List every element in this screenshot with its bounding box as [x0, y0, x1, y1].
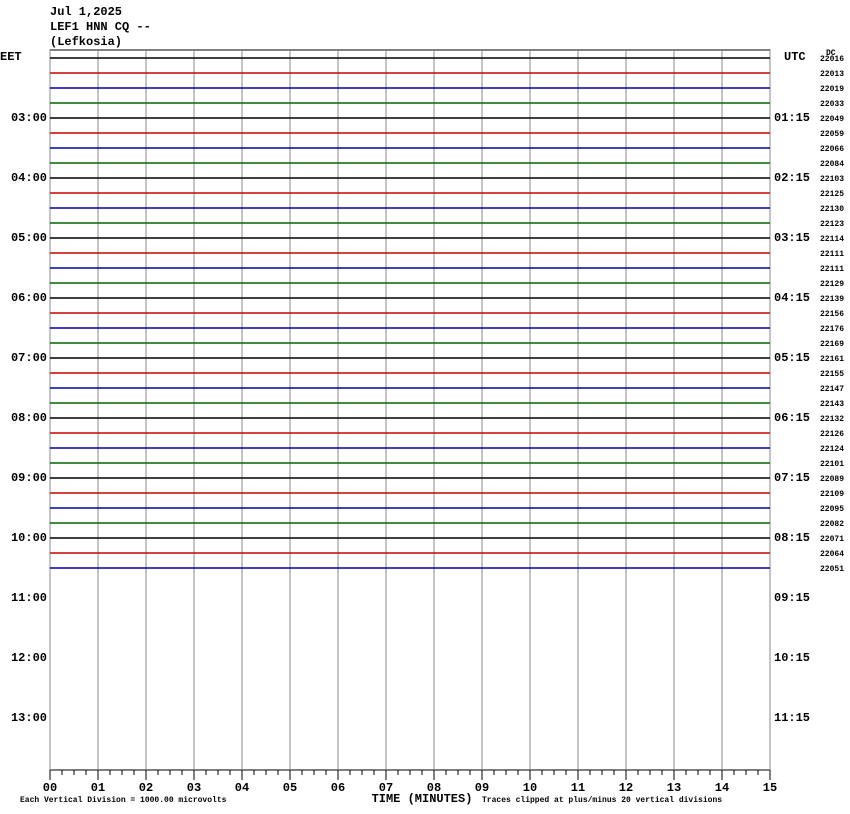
count-label: 22049: [820, 115, 844, 124]
x-tick-label: 05: [283, 781, 297, 795]
x-tick-label: 04: [235, 781, 249, 795]
left-time-label: 09:00: [11, 471, 47, 485]
left-time-label: 04:00: [11, 171, 47, 185]
x-tick-label: 11: [571, 781, 585, 795]
note: Traces clipped at plus/minus 20 vertical…: [482, 796, 722, 805]
count-label: 22111: [820, 250, 844, 259]
right-time-label: 06:15: [774, 411, 810, 425]
left-time-label: 10:00: [11, 531, 47, 545]
right-time-label: 03:15: [774, 231, 810, 245]
count-label: 22101: [820, 460, 844, 469]
count-label: 22176: [820, 325, 844, 334]
count-label: 22124: [820, 445, 844, 454]
left-time-label: 11:00: [11, 591, 47, 605]
note: Each Vertical Division = 1000.00 microvo…: [20, 796, 227, 805]
left-time-label: 07:00: [11, 351, 47, 365]
count-label: 22033: [820, 100, 844, 109]
x-tick-label: 13: [667, 781, 681, 795]
x-tick-label: 07: [379, 781, 393, 795]
right-time-label: 04:15: [774, 291, 810, 305]
count-label: 22103: [820, 175, 844, 184]
x-axis-label: TIME (MINUTES): [372, 792, 473, 806]
count-label: 22089: [820, 475, 844, 484]
plot-frame: [49, 49, 771, 771]
count-label: 22082: [820, 520, 844, 529]
count-label: 22114: [820, 235, 844, 244]
left-time-label: 05:00: [11, 231, 47, 245]
left-time-label: 13:00: [11, 711, 47, 725]
count-label: 22169: [820, 340, 844, 349]
count-label: 22059: [820, 130, 844, 139]
count-label: 22109: [820, 490, 844, 499]
right-time-label: 02:15: [774, 171, 810, 185]
subtitle: (Lefkosia): [50, 35, 122, 49]
right-time-label: 09:15: [774, 591, 810, 605]
count-label: 22139: [820, 295, 844, 304]
count-label: 22111: [820, 265, 844, 274]
count-label: 22125: [820, 190, 844, 199]
count-label: 22126: [820, 430, 844, 439]
left-time-label: 12:00: [11, 651, 47, 665]
x-tick-label: 03: [187, 781, 201, 795]
x-tick-label: 12: [619, 781, 633, 795]
x-tick-label: 06: [331, 781, 345, 795]
counts-header: DC: [826, 49, 836, 58]
count-label: 22143: [820, 400, 844, 409]
x-tick-label: 10: [523, 781, 537, 795]
count-label: 22161: [820, 355, 844, 364]
count-label: 22156: [820, 310, 844, 319]
count-label: 22095: [820, 505, 844, 514]
x-tick-label: 14: [715, 781, 729, 795]
right-time-label: 11:15: [774, 711, 810, 725]
subtitle: LEF1 HNN CQ --: [50, 20, 151, 34]
left-axis-label: EET: [0, 50, 22, 64]
right-time-label: 01:15: [774, 111, 810, 125]
count-label: 22147: [820, 385, 844, 394]
count-label: 22129: [820, 280, 844, 289]
count-label: 22066: [820, 145, 844, 154]
count-label: 22016: [820, 55, 844, 64]
left-time-label: 08:00: [11, 411, 47, 425]
right-time-label: 08:15: [774, 531, 810, 545]
right-time-label: 05:15: [774, 351, 810, 365]
count-label: 22132: [820, 415, 844, 424]
left-time-label: 03:00: [11, 111, 47, 125]
right-axis-label: UTC: [784, 50, 806, 64]
count-label: 22155: [820, 370, 844, 379]
count-label: 22084: [820, 160, 844, 169]
x-tick-label: 09: [475, 781, 489, 795]
x-tick-label: 08: [427, 781, 441, 795]
count-label: 22123: [820, 220, 844, 229]
right-time-label: 07:15: [774, 471, 810, 485]
right-time-label: 10:15: [774, 651, 810, 665]
chart-title: Jul 1,2025: [50, 5, 122, 19]
count-label: 22019: [820, 85, 844, 94]
x-tick-label: 02: [139, 781, 153, 795]
count-label: 22071: [820, 535, 844, 544]
x-tick-label: 00: [43, 781, 57, 795]
count-label: 22051: [820, 565, 844, 574]
x-tick-label: 15: [763, 781, 777, 795]
x-tick-label: 01: [91, 781, 105, 795]
count-label: 22013: [820, 70, 844, 79]
count-label: 22064: [820, 550, 844, 559]
left-time-label: 06:00: [11, 291, 47, 305]
count-label: 22130: [820, 205, 844, 214]
